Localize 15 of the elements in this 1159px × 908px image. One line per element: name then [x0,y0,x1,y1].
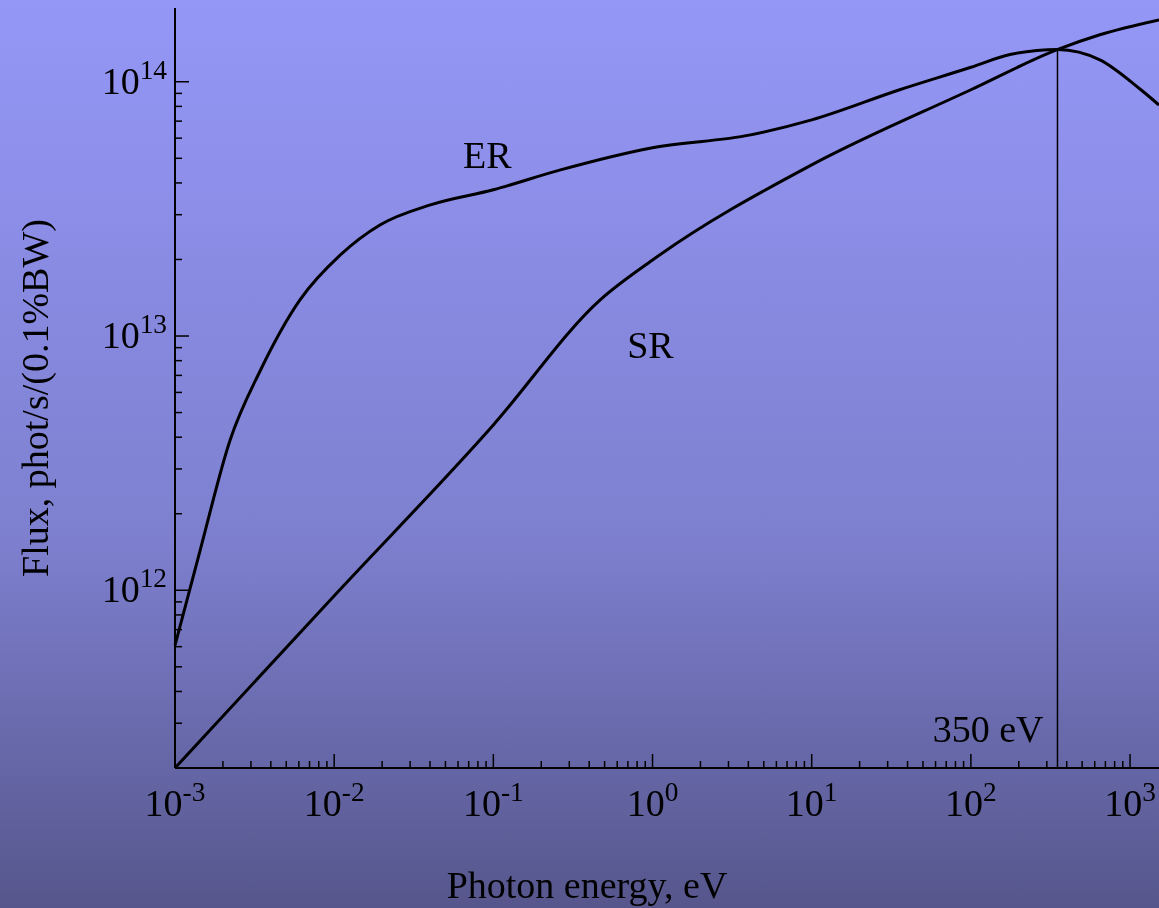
x-tick-label: 10$^{0}$ [626,777,679,824]
y-tick-label: 10$^{12}$ [101,563,167,611]
series-label: ER [463,133,513,176]
x-tick-label: 10$^{1}$ [785,777,838,824]
y-tick-label: 10$^{14}$ [101,54,168,102]
x-axis-title: Photon energy, eV [446,864,728,906]
x-tick-label: 10$^{-2}$ [303,777,365,824]
ref-line-label: 350 eV [932,708,1045,750]
x-tick-label: 10$^{-1}$ [462,777,524,824]
x-tick-label: 10$^{-3}$ [144,777,206,824]
series-label: SR [627,323,675,366]
y-axis-title: Flux, phot/s/(0.1%BW) [14,219,57,577]
x-tick-label: 10$^{2}$ [945,777,997,824]
y-tick-label: 10$^{13}$ [101,309,167,357]
x-tick-label: 10$^{3}$ [1104,777,1156,824]
